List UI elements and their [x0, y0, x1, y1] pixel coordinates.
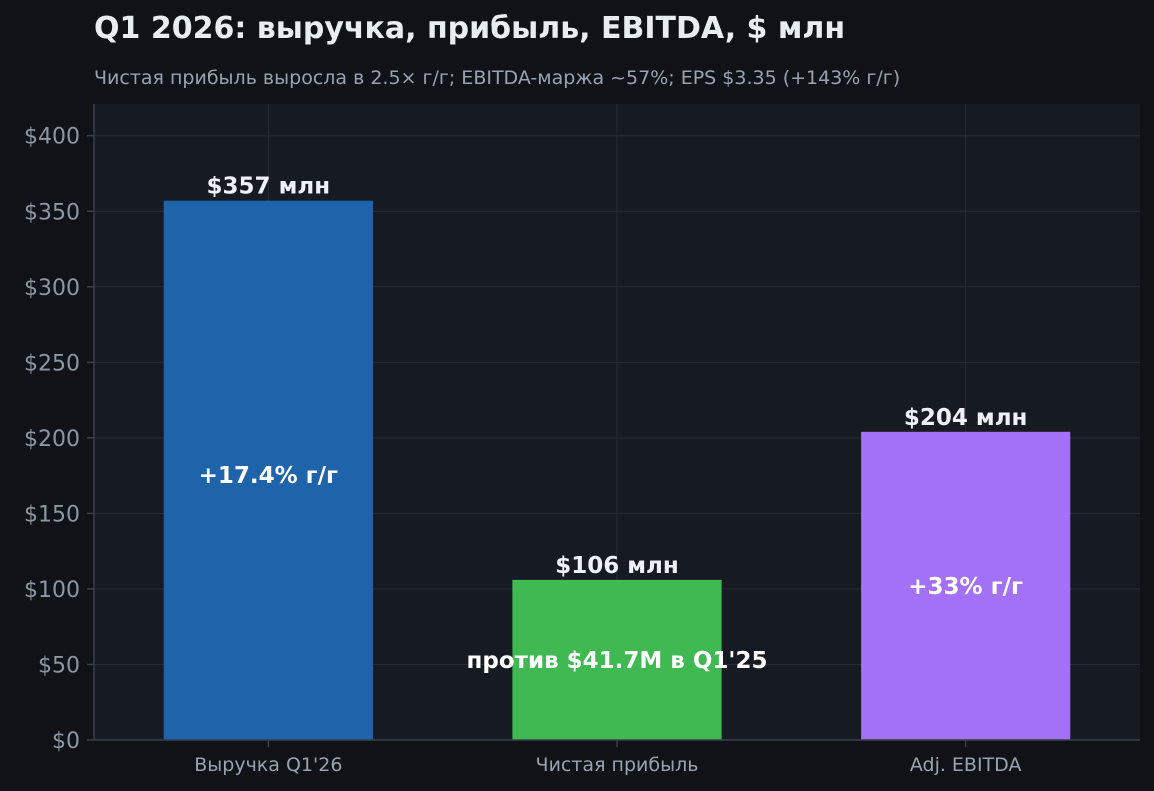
- labels: $357 млн +17.4% г/г $106 млн против $41.7M …: [199, 174, 1028, 674]
- bar: [861, 431, 1071, 740]
- bar-value-label: $357 млн: [207, 174, 331, 200]
- bar-inner-label: +33% г/г: [908, 574, 1023, 600]
- bar: [512, 579, 722, 740]
- bar-inner-label: против $41.7M в Q1'25: [467, 648, 768, 674]
- bar-value-label: $106 млн: [555, 553, 679, 579]
- bar-inner-label: +17.4% г/г: [199, 463, 339, 489]
- y-tick-label: $250: [24, 351, 80, 376]
- y-tick-label: $0: [52, 729, 80, 754]
- y-tick-label: $50: [38, 653, 80, 678]
- y-tick-label: $200: [24, 427, 80, 452]
- y-tick-label: $300: [24, 276, 80, 301]
- y-tick-label: $100: [24, 578, 80, 603]
- chart-subtitle: Чистая прибыль выросла в 2.5× г/г; EBITD…: [94, 67, 900, 89]
- bar: [163, 200, 373, 740]
- axes: $0 $50 $100 $150 $200 $250 $300 $350 $400 Выручка…: [24, 104, 1140, 776]
- bars: [163, 200, 1071, 740]
- bar-value-label: $204 млн: [904, 405, 1028, 431]
- x-tick-label: Adj. EBITDA: [910, 754, 1022, 776]
- y-tick-label: $150: [24, 502, 80, 527]
- y-tick-label: $350: [24, 200, 80, 225]
- x-tick-label: Выручка Q1'26: [194, 754, 342, 776]
- y-tick-label: $400: [24, 125, 80, 150]
- chart-title: Q1 2026: выручка, прибыль, EBITDA, $ млн: [94, 11, 845, 46]
- x-tick-label: Чистая прибыль: [536, 754, 699, 776]
